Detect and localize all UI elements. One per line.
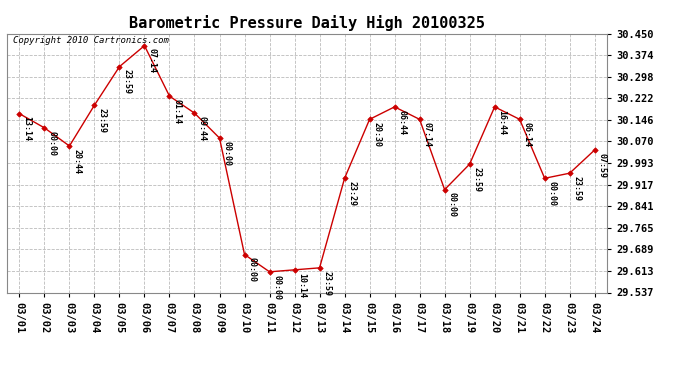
Text: 00:00: 00:00 [247,257,256,282]
Text: 01:14: 01:14 [172,99,181,124]
Text: 20:30: 20:30 [373,122,382,147]
Text: 00:00: 00:00 [447,192,456,217]
Text: 00:00: 00:00 [47,130,56,156]
Text: 23:59: 23:59 [573,176,582,201]
Text: 06:14: 06:14 [522,122,531,147]
Text: 00:00: 00:00 [273,274,282,300]
Text: 23:59: 23:59 [97,108,106,133]
Text: 09:44: 09:44 [197,116,206,141]
Text: 23:59: 23:59 [473,167,482,192]
Text: 20:44: 20:44 [72,149,81,174]
Text: 23:59: 23:59 [322,271,331,296]
Text: 06:44: 06:44 [397,110,406,135]
Text: 07:14: 07:14 [422,122,431,147]
Text: Copyright 2010 Cartronics.com: Copyright 2010 Cartronics.com [13,36,169,45]
Text: 00:00: 00:00 [547,181,556,206]
Text: 07:59: 07:59 [598,153,607,178]
Text: 10:14: 10:14 [297,273,306,298]
Text: 13:14: 13:14 [22,117,31,141]
Text: 23:59: 23:59 [122,69,131,94]
Text: 00:00: 00:00 [222,141,231,166]
Title: Barometric Pressure Daily High 20100325: Barometric Pressure Daily High 20100325 [129,15,485,31]
Text: 16:44: 16:44 [497,110,506,135]
Text: 07:14: 07:14 [147,48,156,74]
Text: 23:29: 23:29 [347,181,356,206]
